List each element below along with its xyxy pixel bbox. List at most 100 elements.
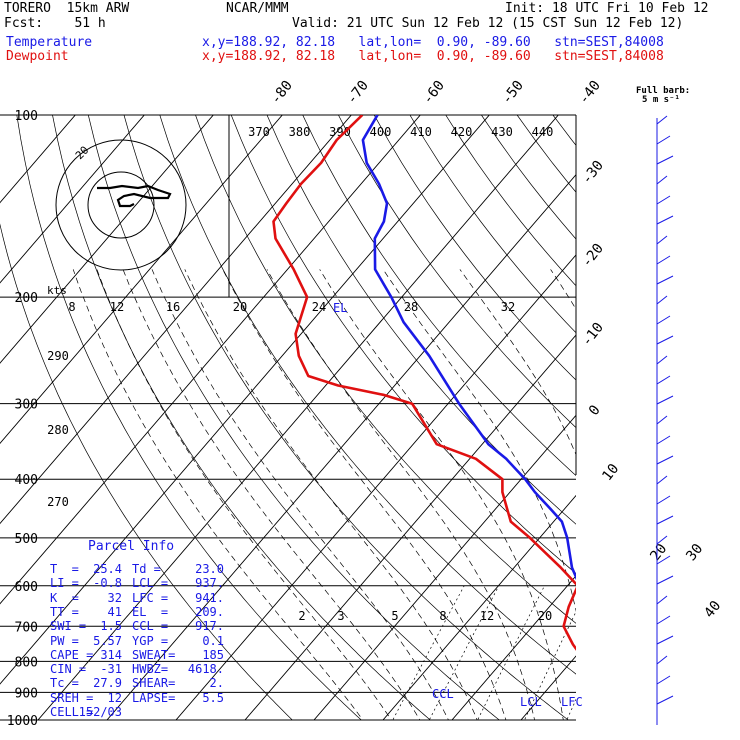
wind-barb (656, 115, 668, 125)
isotherm (579, 87, 740, 733)
hodograph-trace (97, 184, 172, 208)
wind-barb (656, 695, 674, 705)
parcel-info-row: PW = 5.57 YGP = 0.1 (0, 634, 240, 648)
parcel-info-key: CCL = (132, 619, 169, 634)
isotherm-label: -40 (576, 78, 604, 108)
pressure-axis: 100 200 300 400 500 600 700 800 900 1000 (0, 109, 577, 729)
hodograph: 20 (55, 139, 187, 271)
parcel-info-panel: Parcel Info T = 25.4 Td = 23.0 LI = -0.8 LCL =… (0, 538, 240, 728)
dry-adiabat (195, 115, 576, 624)
isotherm (0, 115, 214, 364)
wind-barb (656, 315, 671, 325)
temperature-legend: Temperature (6, 35, 93, 50)
model-name: TORERO 15km ARW (4, 1, 130, 16)
wind-barb (656, 495, 671, 505)
mixing-ratio-label: 3 (337, 609, 344, 623)
parcel-info-row: LI = -0.8 LCL = 937. (0, 576, 240, 590)
wind-barb (656, 135, 671, 145)
isotherm (382, 494, 576, 720)
wind-barb (656, 275, 674, 285)
mixing-ratio-label: 5 (391, 609, 398, 623)
hodograph-speed-label: 32 (501, 300, 515, 314)
dry-adiabat (0, 223, 293, 720)
parcel-info-value: 27.9 (93, 676, 122, 691)
mixing-ratio-line (392, 585, 465, 720)
isotherm-label: 0 (586, 402, 604, 418)
wind-barb (656, 595, 668, 605)
wind-barb (656, 195, 671, 205)
parcel-info-value: 5.57 (93, 633, 122, 648)
dry-adiabat (637, 87, 740, 733)
parcel-info-key: CAPE = (50, 647, 94, 662)
dry-adiabat-label: 430 (491, 125, 513, 139)
parcel-info-row: CIN = -31 HWBZ= 4618. (0, 662, 240, 676)
pressure-tick-label: 200 (15, 291, 38, 306)
moist-adiabat (319, 269, 564, 720)
parcel-info-title: Parcel Info (88, 539, 175, 554)
hodograph-outer-ring (55, 139, 187, 271)
wind-barb (656, 215, 674, 225)
isotherm (37, 115, 559, 720)
parcel-info-row: K = 32 LFC = 941. (0, 591, 240, 605)
isotherm (520, 655, 576, 720)
parcel-info-value: 209. (195, 604, 224, 619)
moist-adiabat (382, 269, 576, 613)
parcel-info-row: SWI = 1.5 CCL = 917. (0, 619, 240, 633)
dry-adiabat (707, 87, 740, 733)
moist-adiabat (184, 269, 478, 720)
moist-adiabat (122, 269, 421, 720)
isotherm (0, 115, 421, 605)
isotherm (0, 115, 352, 525)
isotherm-label: -10 (579, 320, 607, 350)
barb-note-units: 5 m s⁻¹ (642, 95, 680, 105)
isotherm (0, 115, 283, 444)
wind-barb (656, 675, 671, 685)
moist-adiabat-label: 280 (47, 423, 69, 437)
parcel-info-key: LCL = (132, 576, 169, 591)
dry-adiabat-label: 390 (329, 125, 351, 139)
parcel-info-value: 1.5 (100, 619, 122, 634)
parcel-info-row: Tc = 27.9 SHEAR= 2. (0, 676, 240, 690)
parcel-info-value: -31 (100, 662, 122, 677)
parcel-info-row: TT = 41 EL = 209. (0, 605, 240, 619)
wind-barb (656, 475, 668, 485)
parcel-info-value: 25.4 (93, 562, 122, 576)
wind-barb (656, 615, 671, 625)
mixing-ratio-line (617, 586, 681, 733)
wind-barb (656, 635, 674, 645)
hodograph-units-label: kts (47, 284, 67, 297)
hodograph-speed-label: 12 (110, 300, 124, 314)
isotherm-label: -30 (579, 158, 607, 188)
parcel-info-value: 12 (107, 690, 122, 705)
wind-barb (656, 555, 671, 565)
pressure-tick-label: 700 (15, 620, 38, 635)
parcel-info-value: 185 (202, 647, 224, 662)
parcel-info-value: 314 (100, 647, 122, 662)
isotherm (648, 87, 740, 733)
hodograph-speed-label: 16 (166, 300, 180, 314)
wind-barb (656, 255, 671, 265)
parcel-info-value: 41 (107, 604, 122, 619)
dry-adiabat (302, 115, 576, 477)
moist-adiabat (266, 269, 536, 720)
isotherm (244, 334, 576, 720)
wind-barb (656, 295, 668, 305)
parcel-info-key: T = (50, 562, 79, 576)
parcel-info-key: LAPSE= (132, 690, 176, 705)
parcel-info-value: 941. (195, 590, 224, 605)
isotherm (0, 115, 76, 204)
moist-adiabat (703, 269, 737, 732)
parcel-info-key: SWI = (50, 619, 87, 634)
wind-barb (656, 515, 674, 525)
hodograph-ring-label: 20 (73, 144, 92, 163)
hodograph-speed-label: 24 (312, 300, 326, 314)
isotherm-label: 40 (701, 598, 724, 621)
dry-adiabat (16, 115, 362, 720)
moist-adiabat (222, 269, 507, 720)
isotherm (175, 254, 576, 720)
hodograph-inner-ring (87, 171, 155, 239)
dry-adiabat (266, 115, 576, 525)
pressure-tick-label: 300 (15, 398, 38, 413)
wind-barb (656, 535, 668, 545)
pressure-tick-label: 100 (15, 109, 38, 124)
